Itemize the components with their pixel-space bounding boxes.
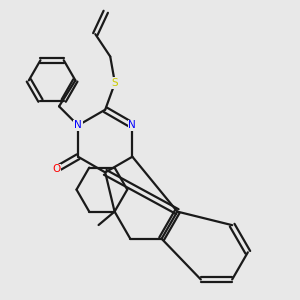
- Text: N: N: [74, 120, 82, 130]
- Text: O: O: [52, 164, 60, 174]
- Text: S: S: [112, 78, 118, 88]
- Text: N: N: [128, 120, 136, 130]
